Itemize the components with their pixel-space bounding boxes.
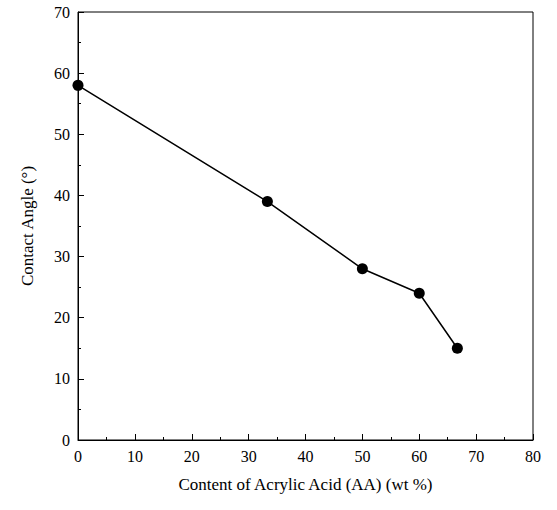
svg-text:0: 0	[74, 448, 82, 465]
svg-text:30: 30	[54, 248, 70, 265]
svg-text:70: 70	[468, 448, 484, 465]
svg-text:20: 20	[184, 448, 200, 465]
svg-text:10: 10	[127, 448, 143, 465]
svg-text:70: 70	[54, 4, 70, 21]
svg-text:10: 10	[54, 370, 70, 387]
svg-text:60: 60	[411, 448, 427, 465]
svg-text:50: 50	[54, 126, 70, 143]
svg-text:Content of Acrylic Acid (AA) (: Content of Acrylic Acid (AA) (wt %)	[179, 475, 433, 494]
svg-text:80: 80	[525, 448, 541, 465]
svg-text:0: 0	[62, 432, 70, 449]
svg-text:50: 50	[354, 448, 370, 465]
svg-text:30: 30	[241, 448, 257, 465]
svg-text:Contact Angle (°): Contact Angle (°)	[18, 166, 37, 286]
svg-text:40: 40	[54, 187, 70, 204]
svg-text:20: 20	[54, 309, 70, 326]
svg-text:40: 40	[298, 448, 314, 465]
svg-text:60: 60	[54, 65, 70, 82]
